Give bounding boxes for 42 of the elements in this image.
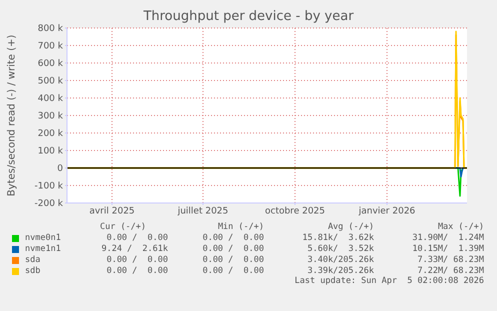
text: 3.40k/205.26k xyxy=(306,255,374,265)
legend-label: nvme0n1 xyxy=(25,233,61,243)
y-axis-title: Bytes/second read (-) / write (+) xyxy=(6,34,18,196)
text: Avg (-/+) xyxy=(326,222,374,232)
text: 10.15M/ 1.39M xyxy=(411,244,484,254)
legend-label: sda xyxy=(25,255,40,265)
text: 5.60k/ 3.52k xyxy=(306,244,374,254)
y-tick-label: 400 k xyxy=(38,94,64,104)
legend-label: nvme1n1 xyxy=(25,244,61,254)
y-tick-label: 600 k xyxy=(38,59,64,70)
y-tick-label: -100 k xyxy=(34,182,64,192)
text: 9.24 / 2.61k xyxy=(100,244,168,254)
x-tick-label: octobre 2025 xyxy=(264,206,326,216)
text: 31.90M/ 1.24M xyxy=(411,233,484,243)
text: 7.22M/ 68.23M xyxy=(416,266,484,276)
y-tick-label: 700 k xyxy=(38,42,64,52)
text: Min (-/+) xyxy=(216,222,264,232)
text: 3.39k/205.26k xyxy=(306,266,374,276)
text: 0.00 / 0.00 xyxy=(106,266,168,276)
text: 0.00 / 0.00 xyxy=(202,233,264,243)
text: 0.00 / 0.00 xyxy=(202,255,264,265)
text: Max (-/+) xyxy=(436,222,484,232)
x-tick-label: avril 2025 xyxy=(89,206,135,216)
y-tick-label: 500 k xyxy=(38,76,64,87)
x-tick-label: janvier 2026 xyxy=(358,206,416,216)
y-tick-label: 300 k xyxy=(38,112,64,122)
y-tick-label: 0 xyxy=(57,164,64,174)
legend-label: sdb xyxy=(25,266,40,276)
text: Cur (-/+) xyxy=(98,222,148,232)
y-tick-label: -200 k xyxy=(34,199,64,210)
text: 15.81k/ 3.62k xyxy=(301,233,374,243)
text: 0.00 / 0.00 xyxy=(202,266,264,276)
y-tick-label: 200 k xyxy=(38,129,64,140)
text: 7.33M/ 68.23M xyxy=(416,255,484,265)
text: Last update: Sun Apr 5 02:00:08 2026 xyxy=(294,276,484,286)
text: 0.00 / 0.00 xyxy=(106,255,168,265)
y-tick-label: 100 k xyxy=(38,146,64,157)
text: 0.00 / 0.00 xyxy=(202,244,264,254)
y-tick-label: 800 k xyxy=(38,24,64,34)
chart-title: Throughput per device - by year xyxy=(142,9,355,24)
text: 0.00 / 0.00 xyxy=(106,233,168,243)
x-tick-label: juillet 2025 xyxy=(176,206,228,216)
